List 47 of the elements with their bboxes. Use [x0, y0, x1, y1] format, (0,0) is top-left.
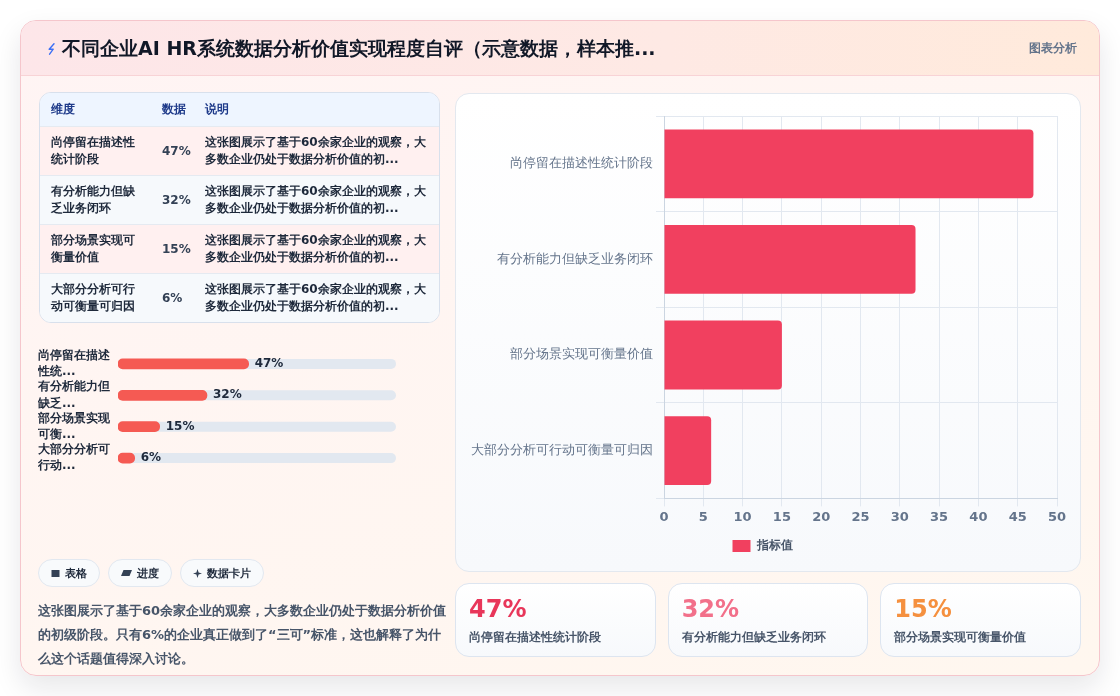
y-tick-label: 大部分分析可行动可衡量可归因 — [471, 441, 653, 457]
y-tick-label: 部分场景实现可衡... — [37, 410, 111, 441]
x-tick-label: 25 — [851, 508, 870, 524]
y-tick-label: 部分场景实现可衡量价值 — [510, 346, 653, 362]
text: 说明 — [205, 101, 230, 118]
text: 图表分析 — [1029, 40, 1077, 57]
x-tick-label: 30 — [890, 508, 909, 524]
data-label: 32% — [212, 387, 242, 402]
text: 这张图展示了基于60余家企业的观察，大多数企业仍处于数据分析价值的初... — [205, 231, 427, 266]
text: 这张图展示了基于60余家企业的观察，大多数企业仍处于数据分析价值的初... — [205, 182, 427, 217]
text: 15% — [894, 595, 953, 623]
y-tick-label: 尚停留在描述性统... — [37, 347, 111, 379]
text: 不同企业AI HR系统数据分析价值实现程度自评（示意数据，样本推... — [62, 36, 656, 61]
x-tick-label: 10 — [733, 508, 752, 524]
text: 表格 — [65, 565, 87, 581]
x-tick-label: 0 — [659, 508, 669, 524]
x-tick-label: 20 — [812, 508, 831, 524]
text: 6% — [162, 291, 184, 305]
y-tick-label: 有分析能力但缺乏... — [37, 379, 110, 410]
text: 15% — [162, 242, 192, 256]
text: 数据 — [162, 101, 187, 118]
text: 维度 — [51, 101, 76, 118]
y-tick-label: 大部分分析可行动... — [37, 442, 110, 473]
text: 这张图展示了基于60余家企业的观察，大多数企业仍处于数据分析价值的初级阶段。只有6%的企业真正做到了“三可”标准，这也解释了为什么这个话题值得深入讨论。 — [38, 602, 448, 668]
text: 47% — [162, 144, 192, 158]
data-label: 15% — [165, 418, 195, 433]
text: 47% — [469, 595, 528, 623]
x-tick-label: 5 — [698, 508, 708, 524]
text: 有分析能力但缺乏业务闭环 — [681, 629, 827, 646]
x-tick-label: 40 — [969, 508, 988, 524]
x-tick-label: 15 — [772, 508, 791, 524]
text: 这张图展示了基于60余家企业的观察，大多数企业仍处于数据分析价值的初... — [205, 133, 427, 168]
text: 尚停留在描述性统计阶段 — [469, 629, 602, 646]
text: 这张图展示了基于60余家企业的观察，大多数企业仍处于数据分析价值的初... — [205, 280, 427, 315]
text: 部分场景实现可衡量价值 — [894, 629, 1028, 646]
text: 数据卡片 — [207, 565, 251, 581]
text: 32% — [681, 595, 741, 623]
y-tick-label: 有分析能力但缺乏业务闭环 — [497, 250, 653, 266]
x-tick-label: 45 — [1008, 508, 1027, 524]
x-tick-label: 35 — [930, 508, 949, 524]
data-label: 47% — [254, 356, 284, 371]
data-label: 6% — [140, 450, 162, 465]
x-tick-label: 50 — [1047, 508, 1067, 524]
text: 进度 — [137, 565, 159, 581]
legend-label: 指标值 — [755, 538, 793, 553]
y-tick-label: 尚停留在描述性统计阶段 — [510, 155, 653, 171]
text: 32% — [162, 193, 192, 207]
